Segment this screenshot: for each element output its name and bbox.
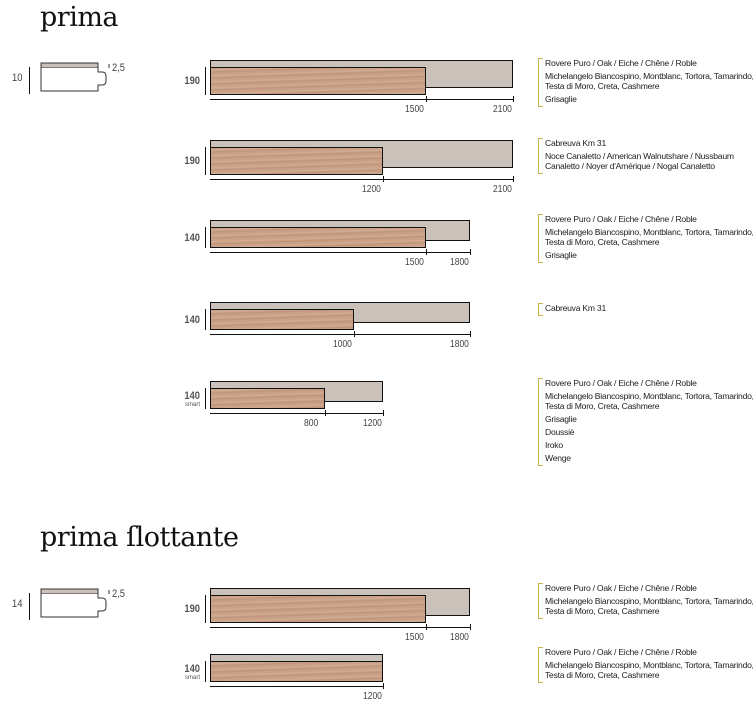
width-line	[205, 661, 206, 682]
min-length-label: 1500	[405, 104, 424, 115]
max-length-label: 2100	[493, 184, 512, 195]
width-line	[205, 388, 206, 409]
tick	[426, 249, 427, 255]
length-axis	[210, 627, 470, 628]
section-title: prima ſlottante	[40, 522, 239, 553]
tick	[426, 624, 427, 630]
length-axis	[210, 413, 383, 414]
max-length-label: 1800	[450, 632, 469, 643]
min-length-label: 800	[304, 418, 319, 429]
tick	[383, 410, 384, 416]
species-list: Rovere Puro / Oak / Eiche / Chêne / Robl…	[538, 583, 753, 619]
min-length-label: 1000	[333, 339, 352, 350]
species-list: Rovere Puro / Oak / Eiche / Chêne / Robl…	[538, 58, 753, 107]
plank-profile-diagram	[40, 588, 110, 618]
species-item: Michelangelo Biancospino, Montblanc, Tor…	[545, 227, 753, 247]
species-item: Wenge	[545, 453, 571, 463]
species-item: Michelangelo Biancospino, Montblanc, Tor…	[545, 391, 753, 411]
tick	[426, 96, 427, 102]
species-item: Rovere Puro / Oak / Eiche / Chêne / Robl…	[545, 583, 697, 593]
section-title: prima	[40, 2, 119, 33]
min-length-board	[210, 595, 426, 623]
thickness-line	[29, 593, 30, 620]
min-length-board	[210, 388, 325, 409]
width-label: 190	[184, 155, 200, 167]
species-item: Grisaglie	[545, 250, 577, 260]
species-item: Rovere Puro / Oak / Eiche / Chêne / Robl…	[545, 378, 697, 388]
species-list: Rovere Puro / Oak / Eiche / Chêne / Robl…	[538, 214, 753, 263]
width-line	[205, 67, 206, 95]
max-length-label: 1200	[363, 418, 382, 429]
species-item: Noce Canaletto / American Walnutshare / …	[545, 151, 734, 171]
smart-label: smart	[185, 674, 200, 681]
species-item: Doussiè	[545, 427, 575, 437]
length-axis	[210, 99, 513, 100]
min-length-board	[210, 227, 426, 248]
species-item: Rovere Puro / Oak / Eiche / Chêne / Robl…	[545, 214, 697, 224]
max-length-label: 2100	[493, 104, 512, 115]
tick	[383, 683, 384, 689]
tick	[513, 176, 514, 182]
tick	[470, 624, 471, 630]
thickness-line	[29, 67, 30, 94]
width-label: 190	[184, 75, 200, 87]
length-axis	[210, 334, 470, 335]
species-item: Grisaglie	[545, 94, 577, 104]
species-list: Cabreuva Km 31 Noce Canaletto / American …	[538, 138, 734, 174]
species-item: Cabreuva Km 31	[545, 138, 606, 148]
max-length-label: 1800	[450, 257, 469, 268]
length-axis	[210, 179, 513, 180]
species-item: Michelangelo Biancospino, Montblanc, Tor…	[545, 71, 753, 91]
tick	[513, 96, 514, 102]
species-item: Grisaglie	[545, 414, 577, 424]
tick	[470, 249, 471, 255]
species-list: Cabreuva Km 31	[538, 303, 606, 316]
tick	[383, 176, 384, 182]
tick	[325, 410, 326, 416]
width-line	[205, 227, 206, 248]
species-item: Rovere Puro / Oak / Eiche / Chêne / Robl…	[545, 647, 697, 657]
plank-profile-diagram	[40, 62, 110, 92]
length-axis	[210, 686, 383, 687]
width-label: 140	[184, 662, 200, 675]
species-item: Rovere Puro / Oak / Eiche / Chêne / Robl…	[545, 58, 697, 68]
species-item: Michelangelo Biancospino, Montblanc, Tor…	[545, 660, 753, 680]
max-length-label: 1800	[450, 339, 469, 350]
min-length-label: 1500	[405, 257, 424, 268]
width-line	[205, 309, 206, 330]
min-length-board	[210, 67, 426, 95]
width-line	[205, 595, 206, 623]
min-length-board	[210, 661, 383, 682]
max-length-label: 1200	[363, 691, 382, 702]
min-length-board	[210, 309, 354, 330]
species-item: Cabreuva Km 31	[545, 303, 606, 313]
min-length-label: 1200	[362, 184, 381, 195]
wear-layer-label: 2,5	[112, 62, 126, 74]
width-label: 140	[184, 231, 200, 244]
width-label: 140	[184, 389, 200, 402]
tick	[470, 331, 471, 337]
species-item: Michelangelo Biancospino, Montblanc, Tor…	[545, 596, 753, 616]
species-list: Rovere Puro / Oak / Eiche / Chêne / Robl…	[538, 647, 753, 683]
smart-label: smart	[185, 401, 200, 408]
length-axis	[210, 252, 470, 253]
tick	[354, 331, 355, 337]
width-label: 190	[184, 603, 200, 615]
width-label: 140	[184, 313, 200, 326]
min-length-board	[210, 147, 383, 175]
width-line	[205, 147, 206, 175]
min-length-label: 1500	[405, 632, 424, 643]
species-list: Rovere Puro / Oak / Eiche / Chêne / Robl…	[538, 378, 753, 466]
thickness-label: 10	[12, 72, 23, 84]
thickness-label: 14	[12, 598, 23, 610]
wear-layer-label: 2,5	[112, 588, 126, 600]
species-item: Iroko	[545, 440, 563, 450]
